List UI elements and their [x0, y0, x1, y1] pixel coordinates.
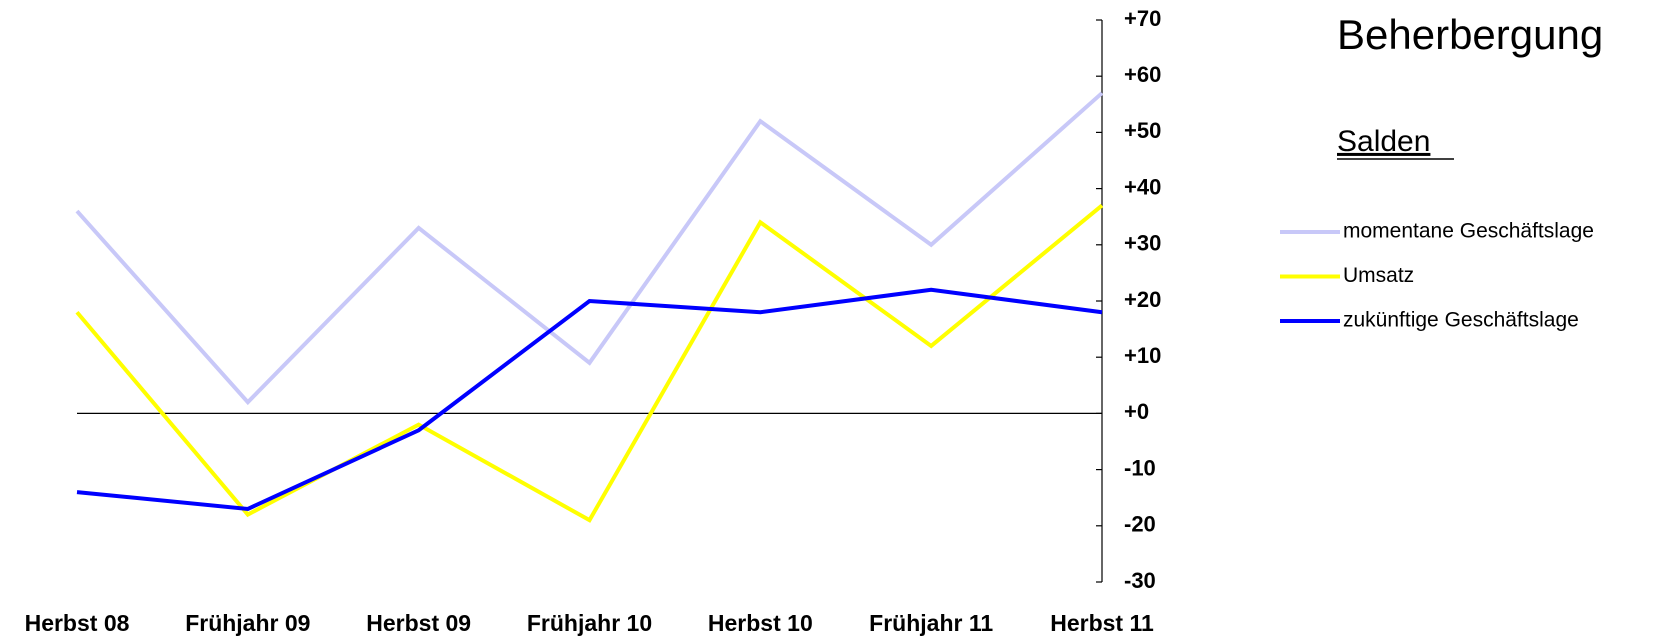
legend-label: momentane Geschäftslage: [1343, 220, 1594, 243]
y-tick-label: +40: [1124, 174, 1161, 199]
x-tick-label: Frühjahr 11: [869, 610, 993, 636]
chart-title: Beherbergung: [1337, 11, 1603, 58]
y-tick-label: +30: [1124, 231, 1161, 256]
legend-label: Umsatz: [1343, 264, 1414, 287]
x-tick-label: Herbst 08: [25, 610, 130, 636]
series-line: [75, 203, 1104, 523]
x-tick-label: Herbst 09: [366, 610, 471, 636]
chart-subtitle: Salden: [1337, 125, 1430, 158]
y-tick-label: -20: [1124, 512, 1156, 537]
y-tick-label: +70: [1124, 6, 1161, 31]
series-line: [76, 287, 1103, 511]
y-tick-label: -30: [1124, 568, 1156, 593]
x-tick-label: Herbst 11: [1050, 610, 1154, 636]
y-tick-label: +0: [1124, 399, 1149, 424]
series-line: [75, 91, 1104, 406]
x-tick-label: Frühjahr 10: [527, 610, 652, 636]
legend-label: zukünftige Geschäftslage: [1343, 309, 1579, 332]
y-tick-label: -10: [1124, 455, 1156, 480]
y-tick-label: +50: [1124, 118, 1161, 143]
x-tick-label: Herbst 10: [708, 610, 813, 636]
y-tick-label: +20: [1124, 287, 1161, 312]
x-tick-label: Frühjahr 09: [185, 610, 310, 636]
y-tick-label: +10: [1124, 343, 1161, 368]
y-tick-label: +60: [1124, 62, 1161, 87]
